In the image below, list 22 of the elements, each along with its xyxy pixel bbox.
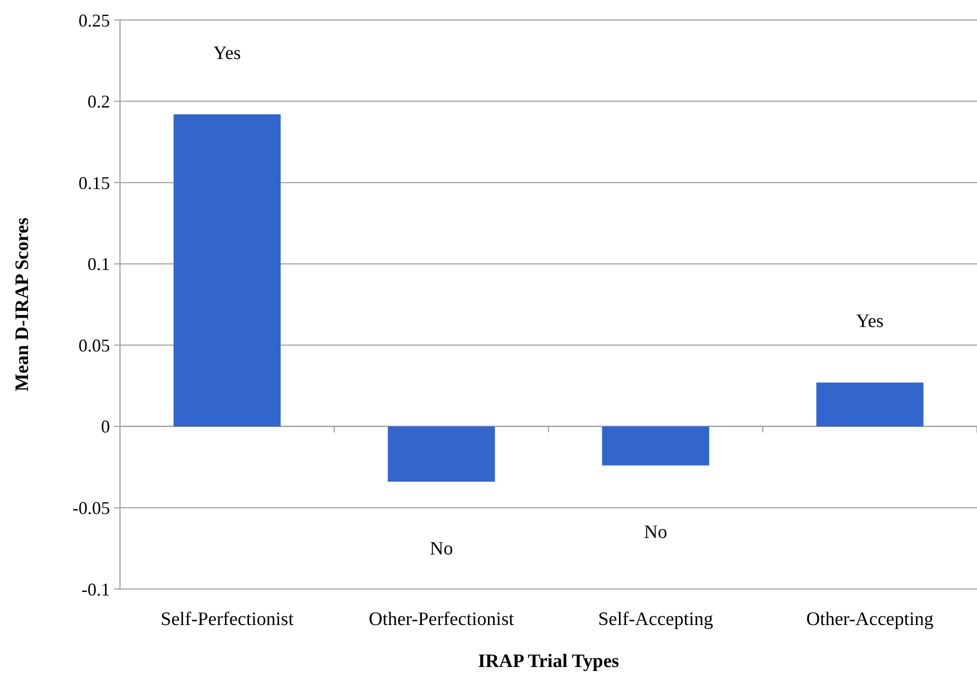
bar (174, 114, 281, 426)
bar (816, 382, 924, 426)
bar (388, 426, 495, 482)
annotation: No (430, 538, 453, 560)
annotation: Yes (213, 42, 241, 64)
y-tick-label: -0.1 (82, 579, 110, 600)
y-tick-label: 0.1 (88, 254, 110, 274)
y-tick-label: 0.05 (78, 335, 110, 356)
x-tick-label: Self-Accepting (598, 609, 714, 630)
x-tick-label: Self-Perfectionist (160, 609, 294, 630)
x-axis-title: IRAP Trial Types (478, 651, 620, 672)
annotation: Yes (856, 311, 884, 332)
y-tick-label: 0.2 (88, 92, 110, 112)
x-tick-label: Other-Perfectionist (368, 609, 515, 630)
y-tick-label: 0 (101, 416, 110, 437)
y-axis-title: Mean D-IRAP Scores (12, 218, 33, 392)
y-tick-label: 0.15 (78, 172, 110, 193)
annotation: No (644, 522, 668, 544)
y-tick-label: 0.25 (78, 10, 110, 30)
bar (602, 426, 710, 466)
y-tick-label: -0.05 (72, 498, 110, 518)
x-tick-label: Other-Accepting (806, 609, 934, 630)
